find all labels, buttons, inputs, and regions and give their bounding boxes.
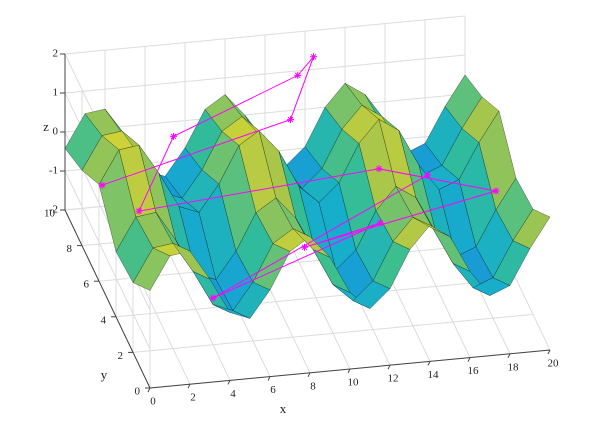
y-axis-label: y <box>101 367 108 382</box>
path-marker <box>135 207 143 215</box>
tick-mark <box>227 380 231 385</box>
path-marker <box>170 132 177 140</box>
tick-mark <box>347 368 351 374</box>
path-marker <box>376 219 384 227</box>
y-tick-label: 8 <box>67 243 73 255</box>
x-tick-label: 20 <box>548 358 560 370</box>
grid-line <box>64 93 466 133</box>
path-marker <box>209 294 217 302</box>
path-line <box>101 56 497 299</box>
y-tick-label: 6 <box>84 279 90 291</box>
y-tick-label: 4 <box>101 314 107 326</box>
axis-line <box>64 209 151 389</box>
z-tick-label: -2 <box>49 204 58 216</box>
path-marker <box>294 71 302 79</box>
x-tick-label: 8 <box>310 380 316 392</box>
y-tick-label: 10 <box>44 208 56 220</box>
tick-mark <box>547 349 551 355</box>
path-marker <box>375 165 383 173</box>
path-marker <box>424 171 431 179</box>
tick-mark <box>307 372 311 378</box>
x-tick-label: 10 <box>348 377 360 389</box>
path-marker <box>287 116 294 124</box>
z-axis-label: z <box>43 119 49 134</box>
x-tick-label: 6 <box>270 384 276 396</box>
path-marker <box>492 187 500 195</box>
x-tick-label: 14 <box>428 369 440 381</box>
tick-mark <box>187 383 191 389</box>
path-marker <box>310 53 317 61</box>
grid-line <box>98 242 500 282</box>
tick-mark <box>387 364 391 370</box>
x-tick-label: 16 <box>468 365 480 377</box>
x-tick-label: 12 <box>388 373 399 385</box>
z-tick-label: -1 <box>49 165 58 177</box>
x-tick-label: 0 <box>150 396 156 408</box>
grid-line <box>115 278 517 318</box>
tick-mark <box>267 376 271 381</box>
grid-line <box>64 15 466 55</box>
grid-line <box>132 313 534 353</box>
x-tick-label: 2 <box>190 392 196 404</box>
grid-line <box>64 54 466 94</box>
tick-mark <box>467 357 471 362</box>
tick-mark <box>427 361 431 366</box>
z-tick-label: 2 <box>53 48 59 60</box>
y-tick-label: 2 <box>118 350 124 362</box>
z-tick-label: 1 <box>53 87 59 99</box>
path-marker <box>301 243 308 251</box>
tick-mark <box>507 353 511 359</box>
grid-line <box>64 170 151 350</box>
x-tick-label: 18 <box>508 361 520 373</box>
surface-patch <box>512 208 551 249</box>
z-tick-label: 0 <box>53 126 59 138</box>
y-tick-label: 0 <box>135 386 141 398</box>
path-marker <box>98 181 106 189</box>
tick-mark <box>147 387 151 393</box>
x-tick-label: 4 <box>230 388 236 400</box>
x-axis-label: x <box>280 401 287 416</box>
